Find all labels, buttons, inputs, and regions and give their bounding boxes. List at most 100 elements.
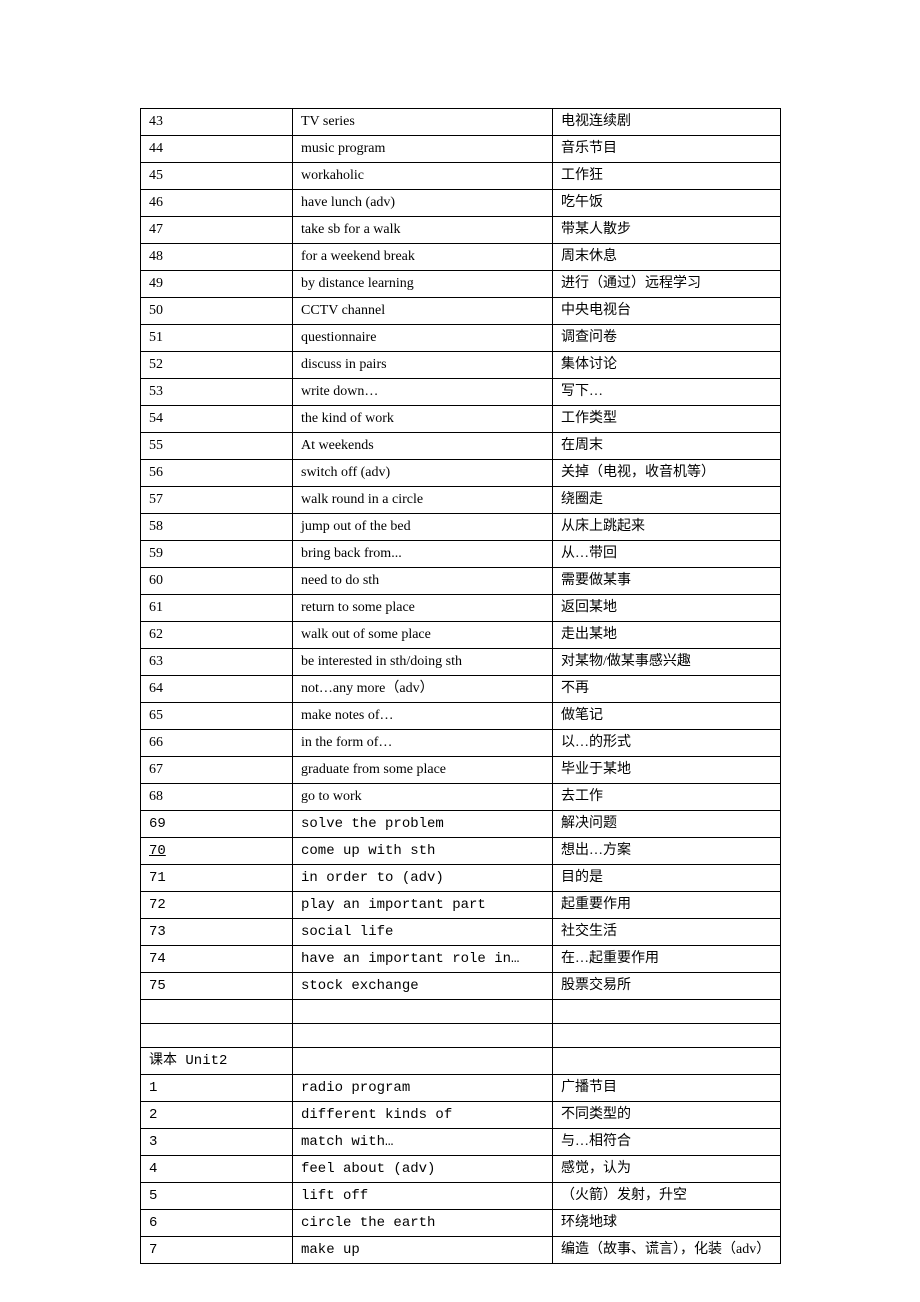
cell-num: 72 [141,892,293,919]
table-row: 课本 Unit2 [141,1048,781,1075]
cell-en [293,1048,553,1075]
cell-en: go to work [293,784,553,811]
cell-en: not…any more（adv） [293,676,553,703]
cell-num: 59 [141,541,293,568]
cell-cn: 以…的形式 [553,730,781,757]
cell-num: 46 [141,190,293,217]
table-row: 4feel about (adv)感觉，认为 [141,1156,781,1183]
cell-en: social life [293,919,553,946]
table-row: 43TV series电视连续剧 [141,109,781,136]
table-row: 70come up with sth想出…方案 [141,838,781,865]
cell-num: 49 [141,271,293,298]
table-row: 47take sb for a walk带某人散步 [141,217,781,244]
cell-en: for a weekend break [293,244,553,271]
cell-en: in order to (adv) [293,865,553,892]
table-row: 74have an important role in…在…起重要作用 [141,946,781,973]
cell-num: 4 [141,1156,293,1183]
cell-cn: 起重要作用 [553,892,781,919]
cell-num: 68 [141,784,293,811]
cell-num: 47 [141,217,293,244]
cell-en [293,1024,553,1048]
cell-num: 60 [141,568,293,595]
cell-en: be interested in sth/doing sth [293,649,553,676]
cell-en: make up [293,1237,553,1264]
cell-en: have lunch (adv) [293,190,553,217]
cell-num: 75 [141,973,293,1000]
cell-num: 52 [141,352,293,379]
cell-cn: 工作狂 [553,163,781,190]
cell-cn: 做笔记 [553,703,781,730]
cell-cn: （火箭）发射，升空 [553,1183,781,1210]
table-row: 64not…any more（adv）不再 [141,676,781,703]
table-row: 53write down…写下… [141,379,781,406]
cell-en: play an important part [293,892,553,919]
table-row: 61return to some place返回某地 [141,595,781,622]
table-row: 62walk out of some place走出某地 [141,622,781,649]
cell-num: 43 [141,109,293,136]
table-row: 63be interested in sth/doing sth对某物/做某事感… [141,649,781,676]
cell-en: CCTV channel [293,298,553,325]
cell-en: stock exchange [293,973,553,1000]
cell-en: match with… [293,1129,553,1156]
cell-num: 2 [141,1102,293,1129]
table-row: 5lift off（火箭）发射，升空 [141,1183,781,1210]
cell-num: 61 [141,595,293,622]
cell-cn: 绕圈走 [553,487,781,514]
cell-num: 74 [141,946,293,973]
cell-en: need to do sth [293,568,553,595]
cell-num: 51 [141,325,293,352]
table-row: 66in the form of…以…的形式 [141,730,781,757]
cell-cn: 带某人散步 [553,217,781,244]
table-row: 46have lunch (adv)吃午饭 [141,190,781,217]
cell-cn: 感觉，认为 [553,1156,781,1183]
table-row: 60need to do sth需要做某事 [141,568,781,595]
cell-num: 56 [141,460,293,487]
cell-en: lift off [293,1183,553,1210]
cell-en: switch off (adv) [293,460,553,487]
cell-en: radio program [293,1075,553,1102]
cell-cn: 需要做某事 [553,568,781,595]
cell-num: 62 [141,622,293,649]
cell-cn: 返回某地 [553,595,781,622]
cell-en: write down… [293,379,553,406]
table-row: 71in order to (adv)目的是 [141,865,781,892]
cell-cn: 调查问卷 [553,325,781,352]
cell-cn: 解决问题 [553,811,781,838]
cell-cn: 去工作 [553,784,781,811]
cell-en: come up with sth [293,838,553,865]
table-row: 1radio program广播节目 [141,1075,781,1102]
table-row: 67graduate from some place毕业于某地 [141,757,781,784]
cell-num: 71 [141,865,293,892]
cell-en: music program [293,136,553,163]
cell-cn: 周末休息 [553,244,781,271]
cell-cn: 想出…方案 [553,838,781,865]
cell-cn: 吃午饭 [553,190,781,217]
cell-en: return to some place [293,595,553,622]
table-row: 65make notes of…做笔记 [141,703,781,730]
cell-num: 63 [141,649,293,676]
cell-num: 64 [141,676,293,703]
table-row: 58jump out of the bed从床上跳起来 [141,514,781,541]
cell-en: jump out of the bed [293,514,553,541]
cell-num: 1 [141,1075,293,1102]
cell-cn: 音乐节目 [553,136,781,163]
cell-num [141,1024,293,1048]
table-row [141,1024,781,1048]
table-row: 73social life社交生活 [141,919,781,946]
cell-en: bring back from... [293,541,553,568]
cell-cn: 关掉（电视，收音机等） [553,460,781,487]
cell-en [293,1000,553,1024]
cell-en: At weekends [293,433,553,460]
cell-en: workaholic [293,163,553,190]
table-row: 50CCTV channel中央电视台 [141,298,781,325]
cell-num: 3 [141,1129,293,1156]
cell-cn: 对某物/做某事感兴趣 [553,649,781,676]
cell-num: 55 [141,433,293,460]
cell-en: questionnaire [293,325,553,352]
table-row: 51questionnaire调查问卷 [141,325,781,352]
cell-num: 7 [141,1237,293,1264]
cell-num: 48 [141,244,293,271]
cell-num: 67 [141,757,293,784]
cell-en: circle the earth [293,1210,553,1237]
cell-cn [553,1024,781,1048]
